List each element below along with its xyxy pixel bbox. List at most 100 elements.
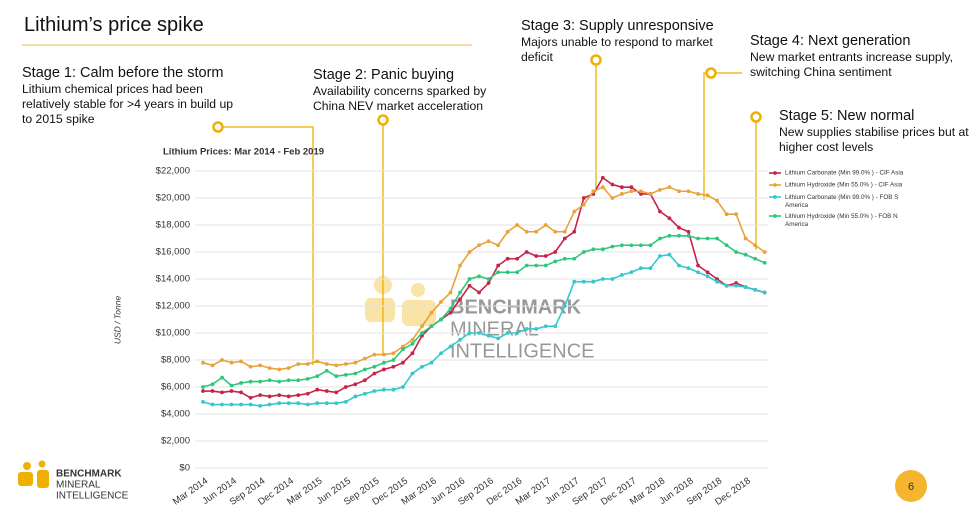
data-point [724,212,729,217]
data-point [267,402,272,407]
data-point [496,336,501,341]
data-point [486,239,491,244]
data-point [334,401,339,406]
data-point [239,390,243,395]
data-point [600,277,605,281]
data-point [696,263,700,268]
data-point [429,360,434,365]
legend-label: Lithium Hydroxide (Min 55.0% ) - FOB N Am… [785,213,898,228]
data-point [648,266,653,271]
y-tick-label: $2,000 [161,436,190,447]
data-point [315,401,320,406]
data-point [401,344,405,349]
stage-text: New market entrants increase supply, swi… [750,50,953,79]
data-point [391,364,396,369]
watermark: BENCHMARK [450,296,582,318]
data-point [401,360,405,365]
data-point [220,375,224,380]
data-point [277,367,282,372]
data-point [210,363,215,368]
data-point [305,377,310,381]
data-point [515,331,520,335]
y-tick-label: $6,000 [161,382,190,393]
data-point [658,188,662,192]
data-point [705,236,710,241]
data-point [505,270,510,275]
legend-swatch [773,214,777,218]
data-point [258,379,263,384]
data-point [629,270,634,275]
y-tick-label: $10,000 [156,328,190,339]
data-point [515,223,520,227]
data-point [705,270,710,275]
data-point [572,209,577,214]
data-point [429,310,434,315]
data-point [562,236,567,241]
data-point [267,378,272,383]
data-point [439,351,443,356]
data-point [439,317,443,322]
data-point [372,364,377,369]
stage: Stage 5: New normal New supplies stabilis… [779,107,979,155]
watermark-icon [365,276,436,326]
data-point [667,216,672,221]
data-point [420,324,424,329]
data-point [562,304,567,308]
data-point [629,243,634,248]
series-line [203,176,765,399]
page-badge [895,470,927,502]
data-point [372,389,377,393]
legend-label: Lithium Hydroxide (Min 55.0% ) - CIF Asi… [785,182,903,189]
data-point [210,382,215,387]
data-point [610,277,615,281]
legend-label: Lithium Carbonate (Min 99.0% ) - CIF Asi… [785,170,904,177]
data-point [743,285,748,289]
logo-text: INTELLIGENCE [56,491,129,502]
data-point [562,256,567,261]
data-point [524,327,529,331]
y-tick-label: $4,000 [161,409,190,420]
data-point [639,266,643,271]
data-point [705,274,710,279]
data-point [458,297,462,302]
data-point [486,281,491,285]
legend-swatch [773,195,777,199]
data-point [381,360,386,365]
data-point [420,331,424,335]
data-point [210,389,215,393]
stage-text: Majors unable to respond to market defic… [521,35,713,64]
data-point [534,229,539,234]
data-point [448,290,453,295]
data-point [686,189,691,194]
data-point [581,196,586,200]
data-point [372,371,377,376]
data-point [410,371,415,376]
y-axis-label: USD / Tonne [112,296,122,345]
data-point [667,233,672,238]
data-point [619,243,624,248]
data-point [467,331,472,335]
data-point [286,366,291,370]
logo [18,460,49,488]
legend-swatch [773,183,777,187]
data-point [524,250,529,254]
data-point [705,193,710,198]
data-point [496,270,501,275]
data-point [543,263,548,268]
data-point [600,247,605,252]
data-point [734,283,739,288]
data-point [458,337,462,342]
data-point [658,209,662,214]
data-point [220,390,224,395]
data-point [648,243,653,248]
data-point [648,192,653,196]
data-point [715,236,719,241]
data-point [420,364,424,369]
data-point [658,254,662,258]
data-point [286,394,291,399]
data-point [277,401,282,406]
data-point [334,390,339,395]
data-point [220,402,224,407]
data-point [572,256,577,261]
